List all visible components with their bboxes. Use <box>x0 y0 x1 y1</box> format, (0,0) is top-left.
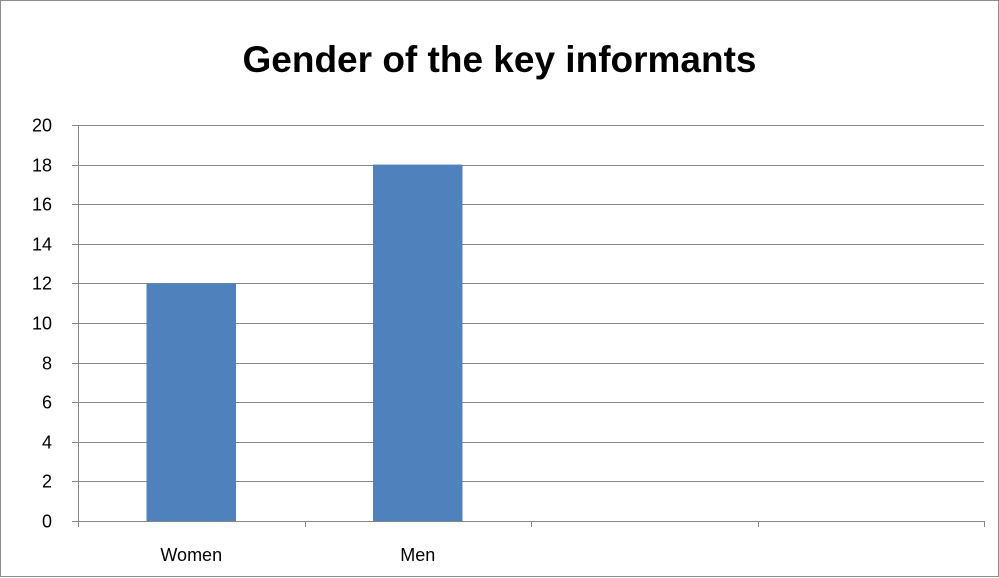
y-tick-label: 20 <box>32 116 52 136</box>
y-tick-label: 6 <box>42 393 52 413</box>
x-tick-label: Women <box>160 545 222 565</box>
y-tick-label: 10 <box>32 314 52 334</box>
x-tick-label: Men <box>400 545 435 565</box>
y-tick-label: 8 <box>42 354 52 374</box>
y-tick-label: 14 <box>32 235 52 255</box>
y-tick-label: 18 <box>32 156 52 176</box>
bar-men <box>373 164 463 521</box>
y-tick-label: 0 <box>42 512 52 532</box>
chart-title: Gender of the key informants <box>242 39 757 80</box>
y-tick-label: 16 <box>32 195 52 215</box>
bar-women <box>146 283 236 521</box>
y-tick-label: 12 <box>32 274 52 294</box>
y-tick-label: 4 <box>42 433 52 453</box>
y-tick-label: 2 <box>42 472 52 492</box>
